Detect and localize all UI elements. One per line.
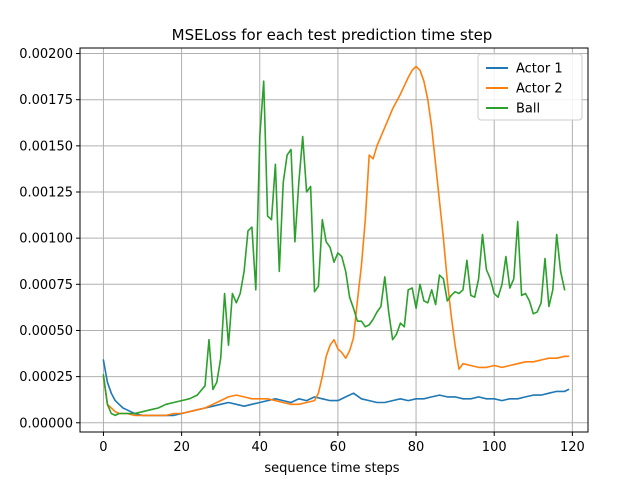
- legend-entry-label: Actor 1: [516, 62, 563, 77]
- x-axis-ticks: 0 20 40 60 80 100 120: [99, 432, 585, 455]
- y-tick-label: 0.00100: [19, 232, 73, 247]
- x-tick-label: 40: [251, 440, 268, 455]
- x-tick-label: 100: [482, 440, 507, 455]
- y-tick-label: 0.00050: [19, 324, 73, 339]
- chart-title: MSELoss for each test prediction time st…: [172, 26, 493, 44]
- y-tick-label: 0.00025: [19, 370, 73, 385]
- legend-entry-label: Actor 2: [516, 82, 563, 97]
- x-tick-label: 120: [560, 440, 585, 455]
- series-lines: [102, 65, 570, 417]
- x-axis-label: sequence time steps: [264, 461, 399, 476]
- x-tick-label: 0: [99, 440, 107, 455]
- y-tick-label: 0.00175: [19, 93, 73, 108]
- y-tick-label: 0.00150: [19, 139, 73, 154]
- x-tick-label: 60: [330, 440, 347, 455]
- y-axis-ticks: 0.00000 0.00025 0.00050 0.00075 0.00100 0.001…: [19, 47, 80, 431]
- grid-lines: [80, 48, 588, 432]
- y-tick-label: 0.00000: [19, 416, 73, 431]
- y-tick-label: 0.00125: [19, 186, 73, 201]
- series-line-ball: [102, 80, 566, 417]
- y-tick-label: 0.00075: [19, 278, 73, 293]
- legend: Actor 1 Actor 2 Ball: [477, 53, 583, 121]
- y-tick-label: 0.00200: [19, 47, 73, 62]
- legend-entry-label: Ball: [516, 102, 540, 117]
- plot-frame: [79, 47, 589, 433]
- legend-box: [477, 53, 583, 121]
- x-tick-label: 80: [408, 440, 425, 455]
- x-tick-label: 20: [173, 440, 190, 455]
- series-line-actor-2: [102, 65, 570, 417]
